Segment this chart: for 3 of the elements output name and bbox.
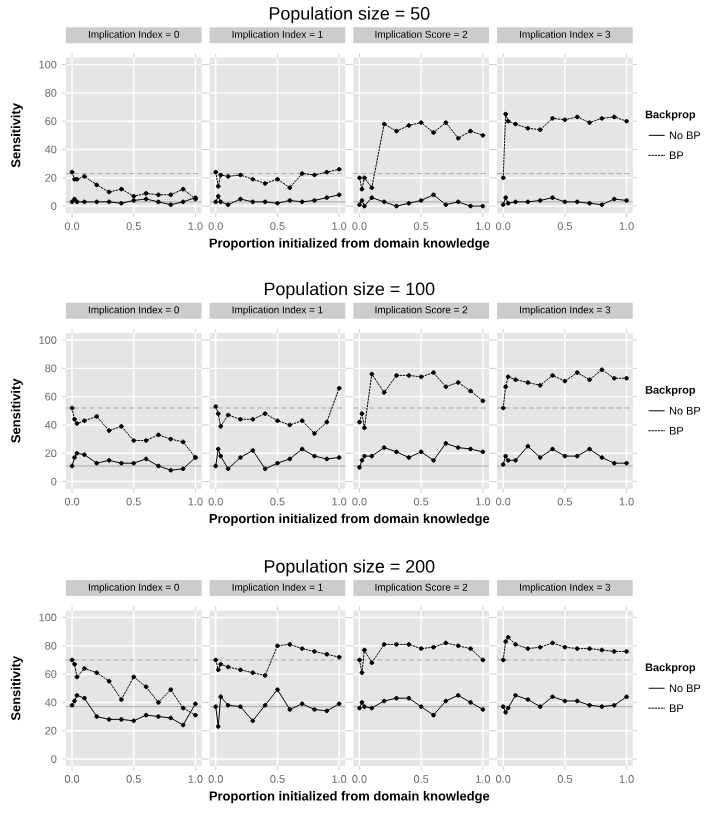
text: Population size = 100 [264,282,435,299]
text: Population size = 50 [269,6,430,24]
text: Population size = 200 [264,559,435,577]
